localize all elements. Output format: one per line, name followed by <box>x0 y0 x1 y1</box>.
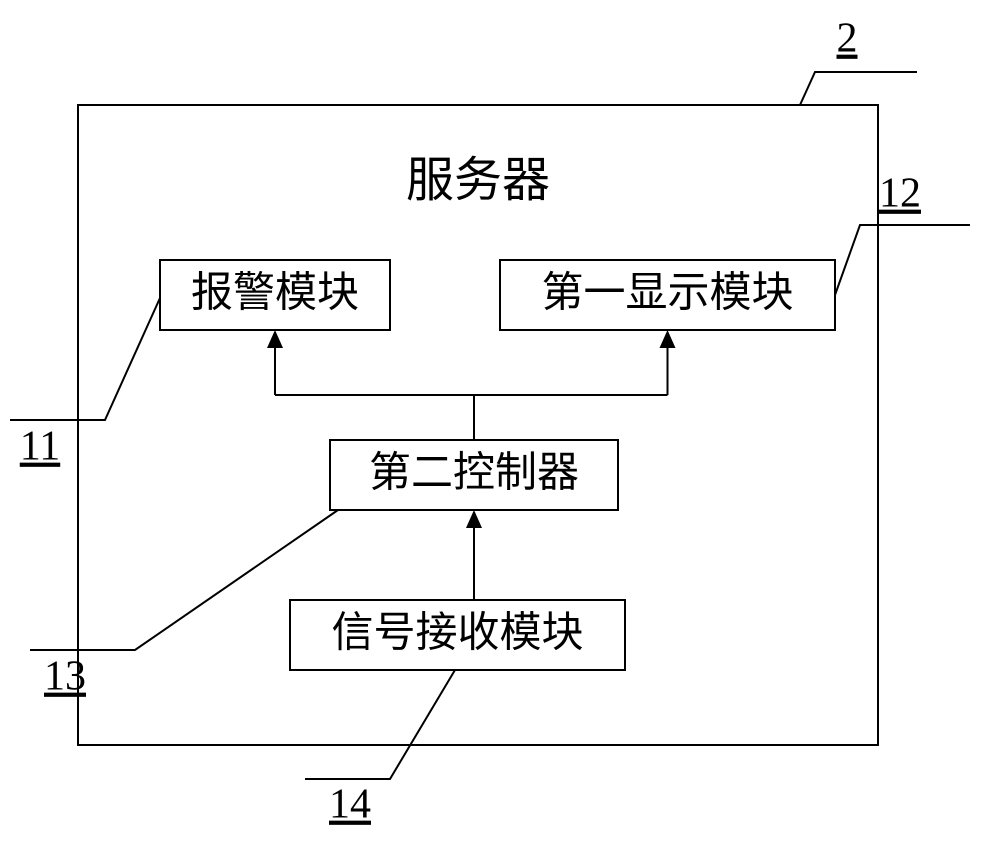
box-label-alarm: 报警模块 <box>191 271 359 317</box>
box-label-display1: 第一显示模块 <box>541 271 793 317</box>
callout-13: 13 <box>44 654 86 700</box>
callout-11: 11 <box>20 424 60 470</box>
callout-14: 14 <box>329 782 371 828</box>
callout-2: 2 <box>837 16 858 62</box>
server-title: 服务器 <box>406 154 550 207</box>
callout-12: 12 <box>879 171 921 217</box>
box-label-controller2: 第二控制器 <box>369 451 579 497</box>
leader-2 <box>800 72 917 105</box>
box-label-receiver: 信号接收模块 <box>331 611 583 657</box>
